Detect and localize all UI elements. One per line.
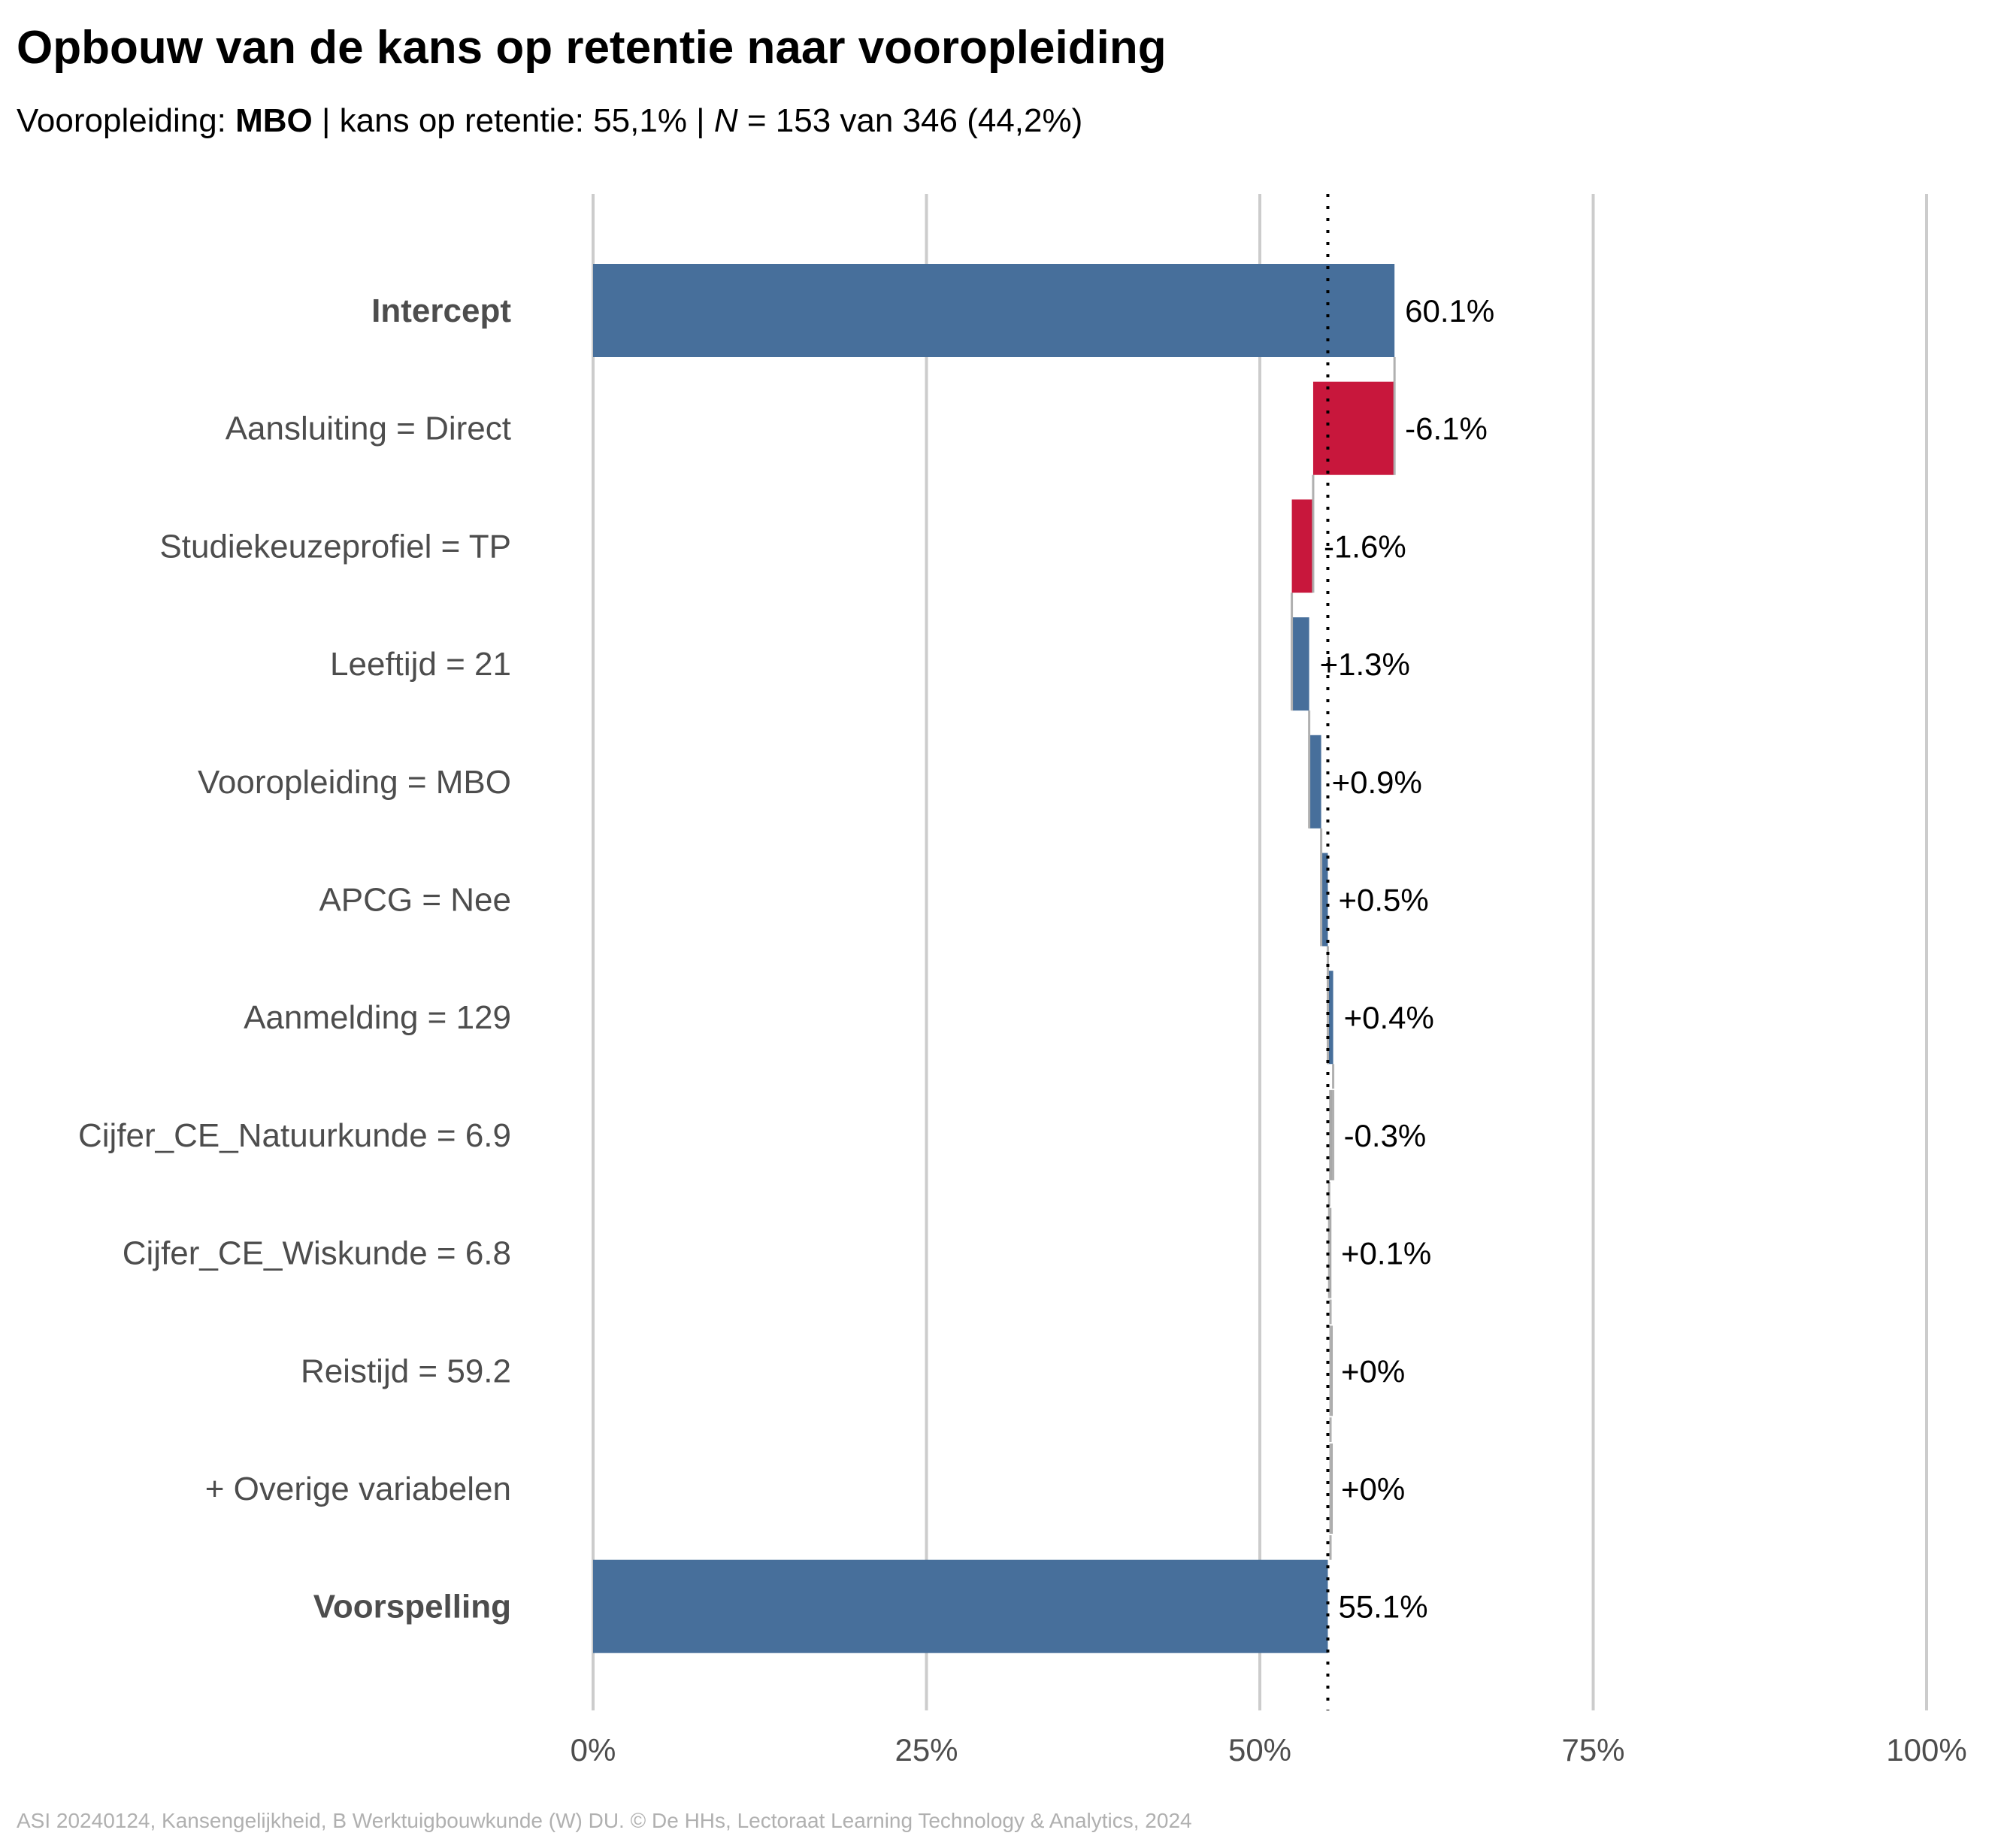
waterfall-bar [1329,1089,1333,1180]
value-label: -6.1% [1405,411,1488,447]
chart-caption: ASI 20240124, Kansengelijkheid, B Werktu… [17,1809,1192,1832]
category-label: Cijfer_CE_Natuurkunde = 6.9 [78,1117,511,1154]
category-label: APCG = Nee [319,882,511,919]
value-label: +0% [1341,1353,1405,1389]
subtitle-suffix: = 153 van 346 (44,2%) [737,102,1083,139]
subtitle-prefix: Vooropleiding: [17,102,236,139]
category-label: Aansluiting = Direct [226,410,511,447]
value-label: +0.9% [1332,765,1422,800]
x-tick-label: 75% [1561,1732,1624,1768]
value-label: 60.1% [1405,293,1494,329]
chart-subtitle: Vooropleiding: MBO | kans op retentie: 5… [17,102,1082,140]
waterfall-bar [1309,735,1321,829]
waterfall-bar [1321,853,1328,947]
value-label: +0.4% [1344,1000,1434,1035]
value-label: -1.6% [1324,529,1406,564]
value-label: 55.1% [1338,1589,1427,1625]
category-label: Vooropleiding = MBO [198,764,511,801]
x-tick-label: 100% [1886,1732,1966,1768]
value-label: +0.1% [1341,1236,1431,1271]
waterfall-bar [593,264,1395,357]
x-tick-label: 50% [1228,1732,1291,1768]
category-label: Aanmelding = 129 [244,999,511,1036]
subtitle-middle: | kans op retentie: 55,1% | [312,102,714,139]
x-tick-label: 0% [571,1732,616,1768]
waterfall-bar [1291,499,1313,593]
waterfall-chart: 0% 25% 50% 75% 100% Intercept 60.1% Aansluiting… [78,194,1967,1768]
category-label: + Overige variabelen [205,1471,511,1507]
subtitle-group: MBO [235,102,313,139]
waterfall-bar [1327,971,1333,1065]
value-label: +0.5% [1338,883,1428,918]
waterfall-bar [1291,617,1309,711]
category-label: Voorspelling [313,1589,511,1625]
waterfall-bar [1312,381,1395,475]
value-label: +0% [1341,1471,1405,1507]
value-label: +1.3% [1320,647,1410,682]
category-label: Cijfer_CE_Wiskunde = 6.8 [123,1235,511,1272]
x-tick-label: 25% [895,1732,958,1768]
value-label: -0.3% [1344,1118,1427,1153]
waterfall-bar [593,1559,1328,1653]
category-label: Studiekeuzeprofiel = TP [159,528,511,565]
category-label: Leeftijd = 21 [330,646,511,683]
category-label: Reistijd = 59.2 [301,1353,511,1389]
category-label: Intercept [371,292,511,329]
chart-title: Opbouw van de kans op retentie naar voor… [17,22,1167,74]
subtitle-n-symbol: N [713,102,738,139]
